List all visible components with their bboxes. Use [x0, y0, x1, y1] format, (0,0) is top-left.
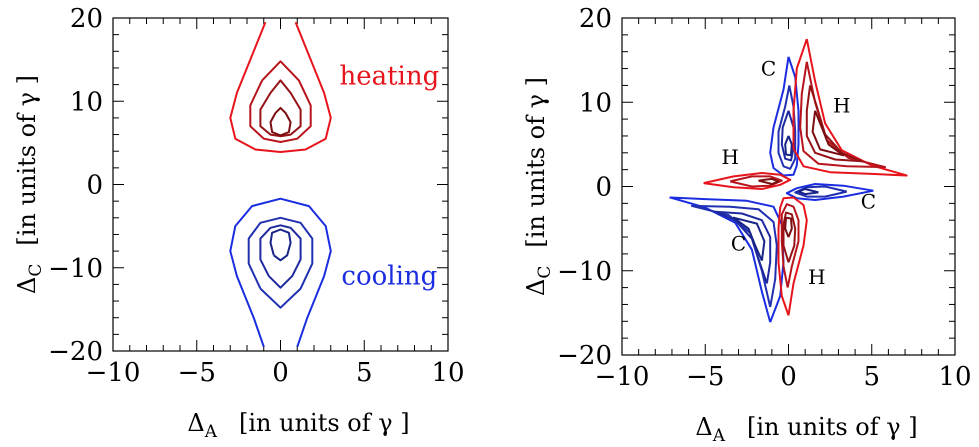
contour-cooling-upper-level-4 [784, 135, 793, 157]
contour-heating-level-1 [229, 21, 332, 153]
plot-frame [621, 17, 956, 356]
contour-heating-upper-level-3 [805, 85, 863, 163]
contour-heating-lower-level-1 [777, 196, 808, 316]
contour-heating-level-2 [249, 60, 312, 143]
contour-layer [229, 21, 332, 348]
x-tick-label: 0 [272, 358, 289, 388]
contour-cooling-lower-level-4 [732, 216, 766, 262]
contour-layer [669, 38, 908, 323]
annotation-cooling: cooling [341, 261, 437, 291]
contour-cooling-level-3 [259, 224, 302, 289]
annotation-c: C [731, 232, 746, 256]
contour-cooling-right-level-3 [797, 188, 819, 196]
contour-heating-lower-level-4 [784, 216, 793, 238]
contour-cooling-level-1 [229, 197, 332, 348]
contour-cooling-level-2 [247, 216, 314, 309]
contour-heating-level-4 [269, 106, 292, 137]
y-tick-label: −20 [48, 337, 103, 367]
annotation-h: H [721, 145, 738, 169]
y-tick-label: −10 [557, 257, 612, 287]
contour-heating-left-level-3 [758, 177, 780, 185]
x-tick-label: 5 [356, 358, 373, 388]
contour-heating-left-level-1 [703, 172, 792, 190]
contour-cooling-right-level-2 [794, 185, 848, 198]
y-axis-label: ΔC[in units of γ ] [13, 75, 46, 294]
annotation-heating: heating [339, 62, 439, 92]
y-tick-label: 10 [579, 88, 612, 118]
x-tick-label: −10 [86, 358, 141, 388]
x-tick-label: 5 [863, 362, 880, 392]
x-axis-label: ΔA [in units of γ ] [695, 413, 917, 446]
contour-heating-lower-level-3 [782, 211, 797, 263]
contour-cooling-upper-level-1 [769, 56, 800, 177]
contour-heating-left-level-2 [729, 175, 783, 188]
annotation-c: C [861, 189, 876, 213]
y-tick-label: 0 [86, 171, 103, 201]
contour-cooling-lower-level-2 [690, 204, 778, 308]
contour-heating-upper-level-4 [811, 110, 845, 157]
contour-cooling-level-4 [269, 228, 292, 262]
x-tick-label: −5 [178, 358, 216, 388]
annotation-h: H [833, 93, 850, 117]
x-tick-label: 10 [938, 362, 971, 392]
x-axis-label: ΔA [in units of γ ] [187, 409, 409, 442]
y-tick-label: 20 [70, 4, 103, 34]
contour-heating-level-3 [259, 79, 302, 138]
x-tick-label: 10 [431, 358, 464, 388]
y-tick-label: 10 [70, 87, 103, 117]
contour-cooling-lower-level-3 [714, 210, 772, 284]
contour-heating-upper-level-1 [792, 38, 908, 177]
y-axis-label: ΔC[in units of γ ] [522, 77, 555, 296]
contour-cooling-right-level-1 [785, 183, 874, 201]
y-tick-label: −10 [48, 254, 103, 284]
annotation-h: H [808, 265, 825, 289]
y-tick-label: 20 [579, 4, 612, 34]
x-tick-label: −5 [686, 362, 724, 392]
annotation-c: C [761, 56, 776, 80]
y-tick-label: 0 [595, 173, 612, 203]
contour-heating-lower-level-2 [780, 203, 800, 288]
x-tick-label: −10 [595, 362, 650, 392]
y-tick-label: −20 [557, 341, 612, 371]
x-tick-label: 0 [780, 362, 797, 392]
